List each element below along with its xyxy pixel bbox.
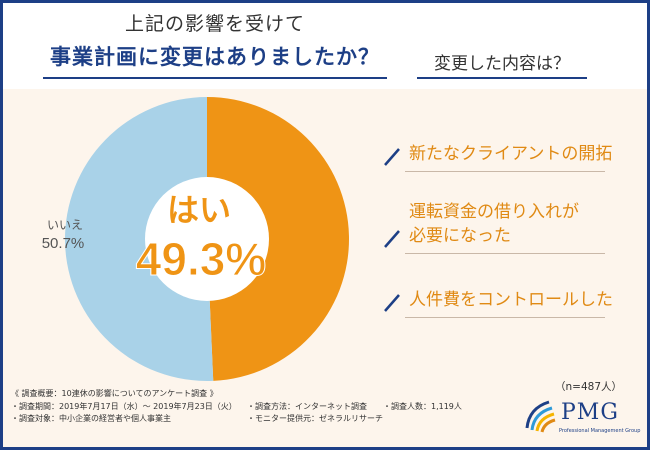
- header: 上記の影響を受けて 事業計画に変更はありましたか？ 変更した内容は？: [3, 3, 647, 89]
- reason-divider: [405, 253, 605, 254]
- logo-name: PMG: [561, 400, 619, 425]
- donut-chart: はい 49.3% いいえ 50.7%: [42, 97, 350, 381]
- yes-value-label: 49.3%: [136, 233, 266, 285]
- footer-period: ・調査期間：2019年7月17日（水）～ 2019年7月23日（火）: [11, 401, 237, 411]
- footer-provider: ・モニター提供元：ゼネラルリサーチ: [247, 414, 383, 423]
- reason-divider: [405, 171, 605, 172]
- slash-icon: [384, 230, 400, 248]
- footer-method: ・調査方法：インターネット調査: [247, 401, 367, 411]
- footer-title: 《 調査概要：10連休の影響についてのアンケート調査 》: [11, 389, 218, 398]
- footer-count: ・調査人数：1,119人: [383, 401, 462, 411]
- sample-size-label: （n=487人）: [555, 381, 622, 393]
- slash-icon: [384, 294, 400, 312]
- footer-row: ・調査対象：中小企業の経営者や個人事業主 ・モニター提供元：ゼネラルリサーチ: [11, 413, 531, 426]
- survey-footer: 《 調査概要：10連休の影響についてのアンケート調査 》 ・調査期間：2019年…: [11, 388, 531, 426]
- question2-underline: [417, 77, 587, 79]
- slice-yes: [207, 97, 350, 381]
- reason-text: 新たなクライアントの開拓: [409, 144, 613, 164]
- no-label: いいえ: [47, 218, 83, 232]
- logo-mark-icon: [525, 400, 556, 433]
- yes-label: はい: [167, 192, 231, 228]
- question1-underline: [43, 77, 387, 79]
- donut-hole: [145, 177, 269, 301]
- reason-text: 人件費をコントロールした: [409, 290, 613, 310]
- no-value-label: 50.7%: [42, 235, 85, 252]
- slash-icon: [384, 148, 400, 166]
- footer-target: ・調査対象：中小企業の経営者や個人事業主: [11, 414, 171, 423]
- question1-line2: 事業計画に変更はありましたか？: [50, 45, 380, 69]
- reason-text-line2: 必要になった: [409, 226, 511, 246]
- reason-text: 運転資金の借り入れが: [409, 202, 579, 222]
- question1-line1: 上記の影響を受けて: [124, 13, 305, 35]
- slice-no: [65, 97, 214, 381]
- footer-row: ・調査期間：2019年7月17日（水）～ 2019年7月23日（火） ・調査方法…: [11, 401, 531, 414]
- question2-title: 変更した内容は？: [434, 54, 570, 74]
- logo-subtitle: Professional Management Group: [559, 428, 641, 434]
- pmg-logo: PMG Professional Management Group: [523, 398, 643, 438]
- reason-divider: [405, 317, 605, 318]
